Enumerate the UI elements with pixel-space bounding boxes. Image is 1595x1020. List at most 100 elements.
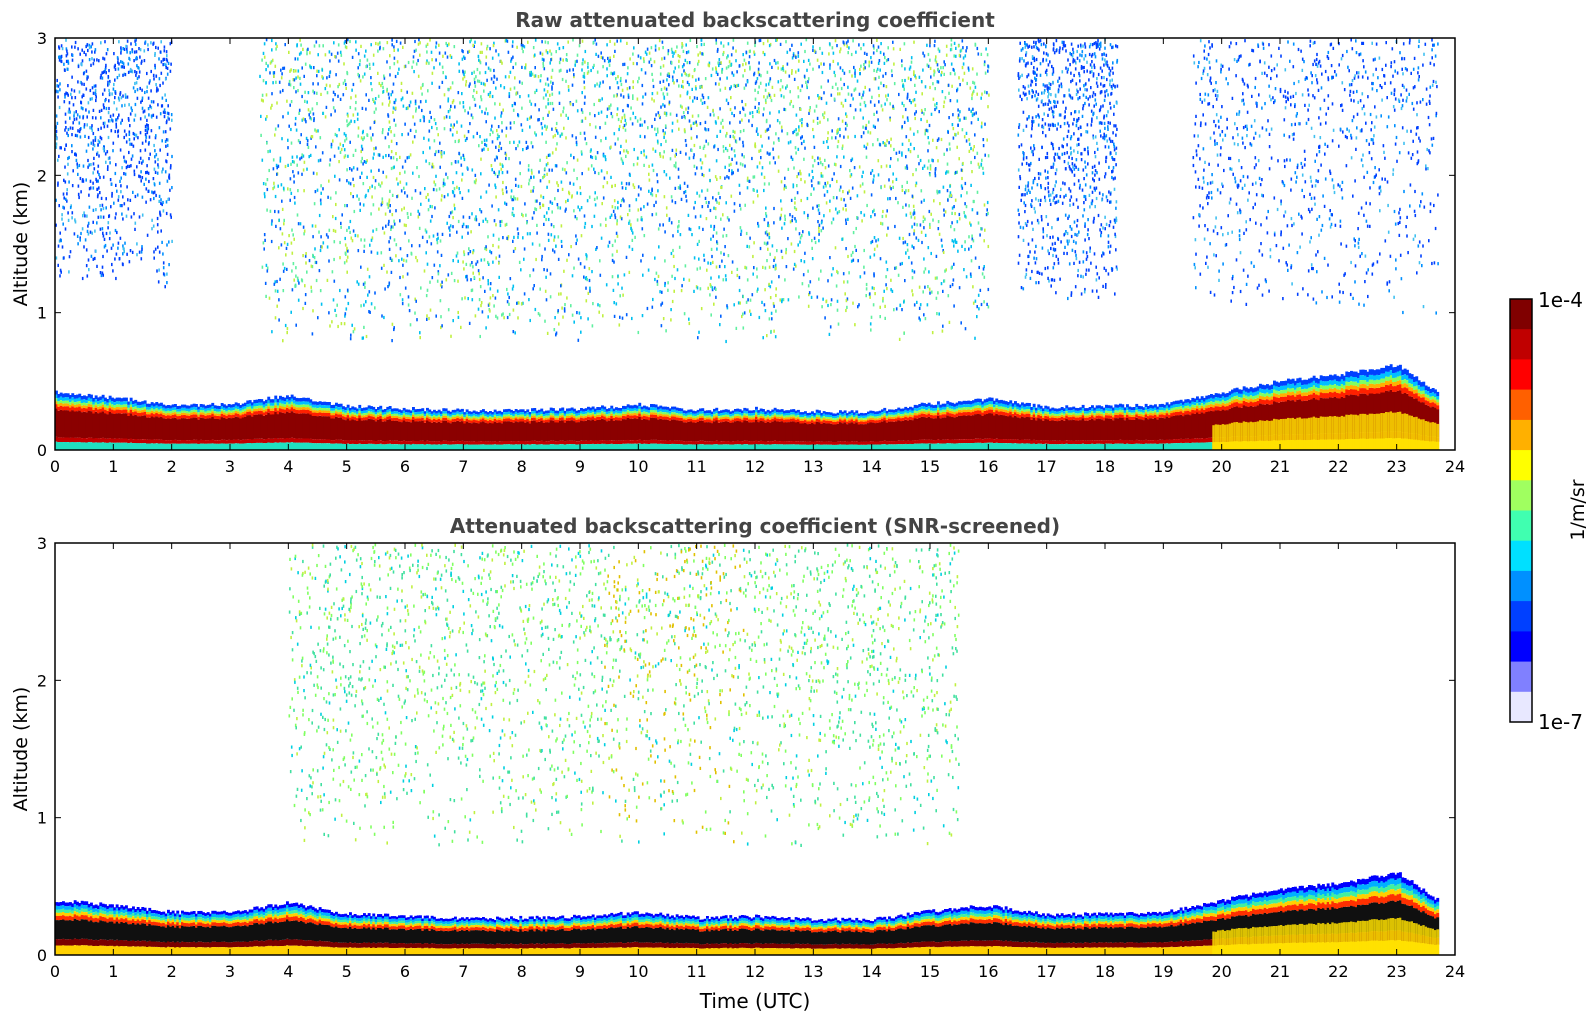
noise-speck — [757, 132, 759, 136]
noise-speck — [962, 46, 964, 50]
noise-speck — [517, 144, 519, 148]
noise-speck — [974, 155, 976, 160]
noise-speck — [708, 64, 710, 68]
noise-speck — [574, 215, 577, 219]
noise-speck — [591, 270, 593, 274]
noise-speck — [778, 110, 780, 114]
noise-speck — [359, 59, 361, 63]
noise-speck — [440, 153, 443, 157]
noise-speck — [576, 59, 578, 63]
noise-speck — [903, 120, 906, 124]
noise-speck — [279, 156, 282, 160]
noise-speck — [698, 330, 700, 334]
noise-speck — [984, 90, 986, 94]
noise-speck — [299, 222, 302, 226]
noise-speck — [138, 75, 140, 79]
noise-speck — [934, 276, 937, 280]
noise-speck — [959, 49, 962, 53]
noise-speck — [929, 173, 931, 177]
noise-speck — [352, 177, 354, 181]
noise-speck — [880, 42, 882, 46]
noise-speck — [311, 135, 314, 139]
noise-speck — [260, 133, 262, 137]
noise-speck — [265, 61, 267, 65]
noise-speck — [536, 223, 538, 227]
noise-speck — [913, 211, 916, 215]
noise-speck — [297, 298, 300, 302]
noise-speck — [706, 188, 709, 192]
noise-speck — [319, 289, 322, 293]
noise-speck — [906, 164, 908, 168]
noise-speck — [872, 210, 874, 214]
noise-speck — [314, 260, 317, 264]
noise-speck — [620, 93, 622, 97]
noise-speck — [269, 209, 272, 213]
noise-speck — [154, 52, 156, 56]
noise-speck — [339, 240, 341, 245]
noise-speck — [872, 180, 874, 184]
noise-speck — [64, 92, 66, 97]
noise-speck — [136, 76, 139, 80]
noise-speck — [128, 56, 130, 60]
noise-speck — [901, 101, 904, 105]
noise-speck — [957, 108, 959, 112]
noise-speck — [839, 164, 842, 169]
noise-speck — [449, 128, 452, 132]
noise-speck — [500, 146, 503, 151]
noise-speck — [343, 41, 346, 45]
noise-speck — [974, 336, 976, 340]
noise-speck — [340, 322, 343, 326]
noise-speck — [606, 43, 608, 47]
noise-speck — [911, 276, 914, 280]
noise-speck — [100, 41, 102, 45]
noise-speck — [855, 248, 857, 252]
noise-speck — [405, 259, 408, 263]
noise-speck — [407, 106, 409, 110]
noise-speck — [720, 121, 722, 125]
noise-speck — [621, 316, 624, 320]
noise-speck — [335, 55, 337, 59]
noise-speck — [318, 44, 321, 48]
noise-speck — [574, 63, 576, 67]
noise-speck — [389, 236, 392, 240]
noise-speck — [945, 171, 947, 175]
noise-speck — [79, 128, 81, 132]
noise-speck — [260, 114, 262, 118]
noise-speck — [836, 269, 838, 274]
noise-speck — [775, 293, 777, 298]
noise-speck — [473, 275, 476, 280]
noise-speck — [690, 136, 693, 140]
noise-speck — [884, 72, 887, 76]
noise-speck — [493, 219, 496, 223]
noise-speck — [886, 139, 888, 143]
noise-speck — [655, 200, 657, 204]
noise-speck — [660, 105, 662, 109]
noise-speck — [573, 73, 575, 77]
noise-speck — [812, 135, 815, 139]
noise-speck — [485, 55, 488, 59]
noise-speck — [425, 159, 427, 163]
noise-speck — [361, 147, 364, 151]
noise-speck — [823, 193, 826, 197]
noise-speck — [742, 74, 744, 78]
noise-speck — [707, 261, 709, 265]
noise-speck — [953, 41, 956, 45]
noise-speck — [827, 145, 829, 149]
noise-speck — [357, 134, 360, 138]
noise-speck — [898, 236, 901, 240]
noise-speck — [360, 44, 362, 48]
noise-speck — [322, 111, 324, 115]
noise-speck — [377, 49, 379, 53]
noise-speck — [620, 203, 622, 208]
noise-speck — [880, 165, 883, 169]
noise-speck — [121, 262, 124, 266]
noise-speck — [75, 117, 78, 121]
noise-speck — [637, 54, 640, 58]
noise-speck — [485, 62, 487, 66]
noise-speck — [915, 90, 917, 94]
noise-speck — [567, 116, 569, 120]
noise-speck — [141, 245, 143, 249]
noise-speck — [637, 185, 640, 189]
noise-speck — [67, 61, 70, 65]
noise-speck — [391, 322, 394, 326]
